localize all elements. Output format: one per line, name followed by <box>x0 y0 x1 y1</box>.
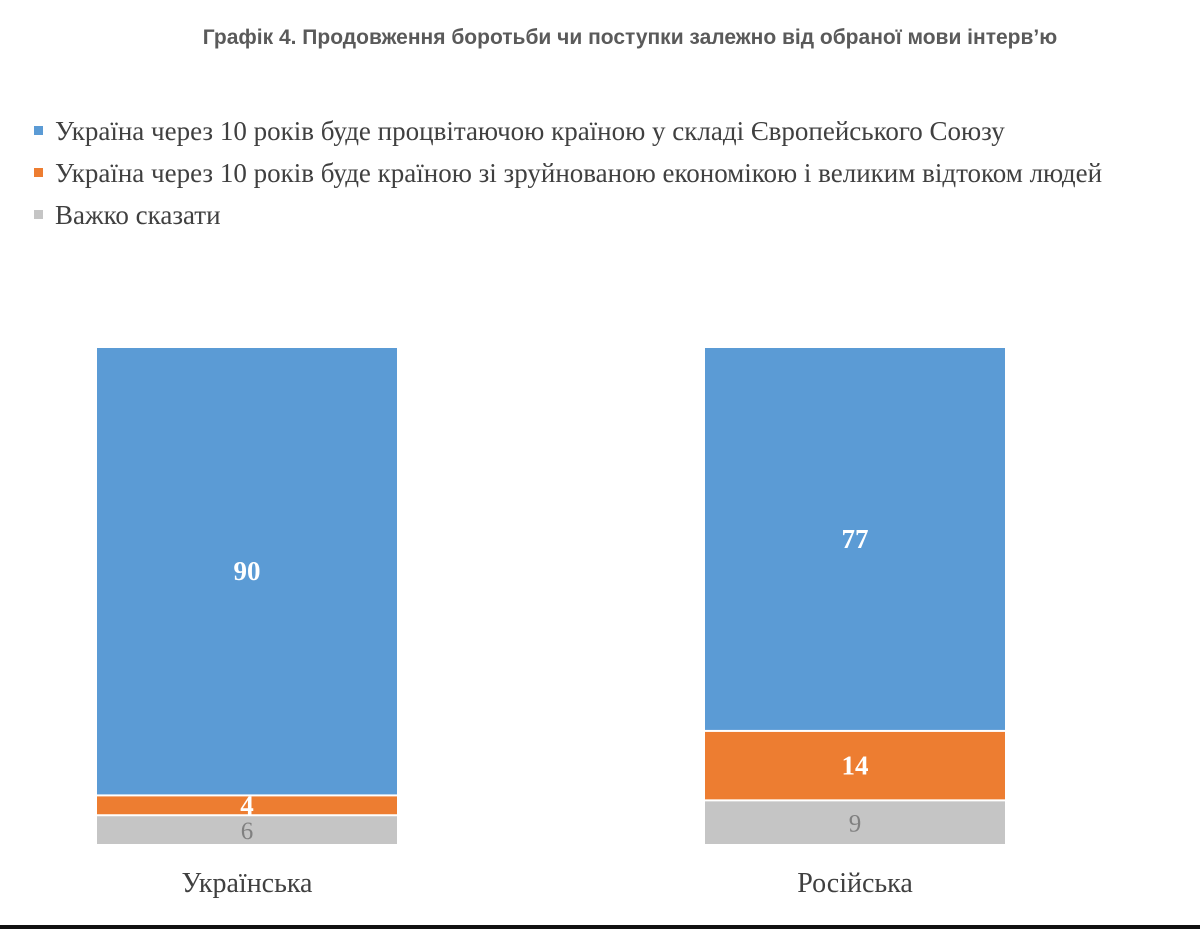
bar-segment-Російська-s0 <box>705 348 1005 730</box>
legend-label: Важко сказати <box>55 200 221 230</box>
bar-segment-Російська-s1 <box>705 731 1005 800</box>
data-label: 4 <box>240 790 254 820</box>
legend-swatch-gray <box>34 210 43 219</box>
legend-swatch-orange <box>34 168 43 177</box>
legend-item-hard-to-say: Важко сказати <box>30 196 1140 234</box>
data-label: 14 <box>842 751 869 781</box>
bar-segment-Російська-s2 <box>705 801 1005 844</box>
legend-item-prosperous-eu: Україна через 10 років буде процвітаючою… <box>30 112 1140 150</box>
legend-label: Україна через 10 років буде процвітаючою… <box>55 116 1005 146</box>
data-label: 6 <box>241 818 254 845</box>
x-axis-tick-label: Українська <box>182 868 314 899</box>
legend-item-ruined-economy: Україна через 10 років буде країною зі з… <box>30 154 1140 192</box>
legend-label: Україна через 10 років буде країною зі з… <box>55 158 1103 188</box>
x-axis-tick-label: Російська <box>797 868 913 899</box>
chart-title: Графік 4. Продовження боротьби чи поступ… <box>202 26 1058 49</box>
bar-segment-Українська-s2 <box>97 816 397 844</box>
bottom-divider <box>0 925 1200 929</box>
stacked-bar-chart: 64 90 Українська 9 14 77 Російська <box>97 348 1005 899</box>
legend: Україна через 10 років буде процвітаючою… <box>30 112 1140 238</box>
bar-segment-Українська-s0 <box>97 348 397 795</box>
data-label: 90 <box>234 556 261 586</box>
legend-swatch-blue <box>34 126 43 135</box>
data-label: 9 <box>849 811 862 838</box>
bar-segment-Українська-s1 <box>97 796 397 815</box>
data-label: 77 <box>842 524 869 554</box>
